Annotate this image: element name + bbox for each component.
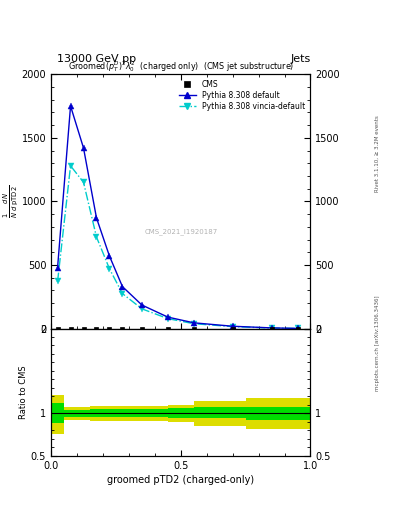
Text: Jets: Jets bbox=[290, 54, 310, 64]
X-axis label: groomed pTD2 (charged-only): groomed pTD2 (charged-only) bbox=[107, 475, 254, 485]
Legend: CMS, Pythia 8.308 default, Pythia 8.308 vincia-default: CMS, Pythia 8.308 default, Pythia 8.308 … bbox=[176, 76, 308, 114]
Text: Rivet 3.1.10, ≥ 3.2M events: Rivet 3.1.10, ≥ 3.2M events bbox=[375, 115, 380, 192]
Text: CMS_2021_I1920187: CMS_2021_I1920187 bbox=[144, 228, 217, 236]
Title: Groomed$(p_T^D)^2\lambda_0^2$  (charged only)  (CMS jet substructure): Groomed$(p_T^D)^2\lambda_0^2$ (charged o… bbox=[68, 59, 294, 74]
Text: 13000 GeV pp: 13000 GeV pp bbox=[57, 54, 136, 64]
Y-axis label: Ratio to CMS: Ratio to CMS bbox=[19, 365, 28, 419]
Y-axis label: $\frac{1}{N}\,\frac{dN}{d\,\mathrm{pTD2}}$: $\frac{1}{N}\,\frac{dN}{d\,\mathrm{pTD2}… bbox=[2, 185, 20, 218]
Text: mcplots.cern.ch [arXiv:1306.3436]: mcplots.cern.ch [arXiv:1306.3436] bbox=[375, 295, 380, 391]
